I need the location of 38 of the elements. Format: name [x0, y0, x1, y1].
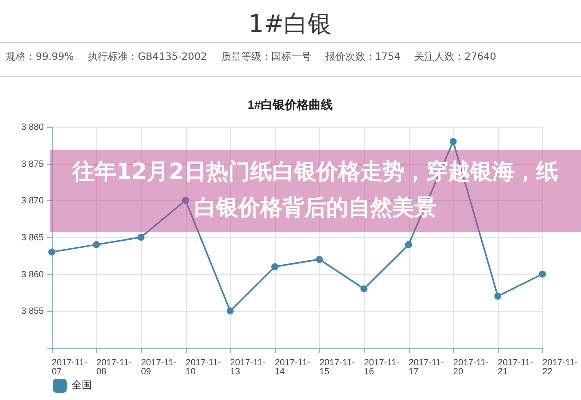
text: 质量等级：国标一号 [221, 50, 312, 64]
point [272, 263, 279, 270]
point [360, 286, 368, 293]
legend-label: 全国 [72, 380, 92, 392]
point [138, 234, 145, 241]
point [226, 308, 234, 315]
y-tick-label: 3 875 [21, 158, 44, 169]
text: 报价次数：1754 [325, 50, 401, 64]
chart-title: 1#白银 [248, 9, 334, 40]
y-tick-label: 3 860 [21, 269, 44, 280]
y-tick-label: 3 855 [21, 306, 44, 316]
point [316, 256, 324, 264]
x-tick-label: 2017-11-17 [408, 358, 444, 376]
x-tick-label: 2017-11-08 [96, 358, 132, 376]
y-tick-label: 3 880 [21, 122, 44, 132]
chart-subtitle: 1#白银价格曲线 [248, 98, 334, 112]
x-tick-label: 2017-11-20 [453, 358, 489, 376]
point [450, 138, 457, 146]
y-tick-label: 3 865 [21, 232, 44, 242]
x-tick-label: 2017-11-10 [186, 358, 222, 376]
x-tick-label: 2017-11-09 [141, 358, 177, 376]
point [182, 197, 190, 204]
point [494, 292, 502, 300]
x-tick-label: 2017-11-15 [320, 358, 355, 376]
x-tick-label: 2017-11-13 [230, 358, 266, 376]
point [405, 241, 412, 248]
x-tick-label: 2017-11-22 [542, 358, 578, 376]
text: 执行标准：GB4135-2002 [88, 50, 208, 64]
point [93, 241, 100, 248]
text: 规格：99.99% [6, 50, 74, 64]
x-tick-label: 2017-11-07 [52, 358, 88, 376]
y-tick-label: 3 870 [21, 196, 44, 206]
point [48, 248, 56, 256]
x-tick-label: 2017-11-14 [275, 358, 310, 376]
text: 关注人数：27640 [414, 50, 497, 64]
x-tick-label: 2017-11-16 [364, 358, 400, 376]
x-tick-label: 2017-11-21 [498, 358, 534, 376]
point [539, 270, 546, 278]
